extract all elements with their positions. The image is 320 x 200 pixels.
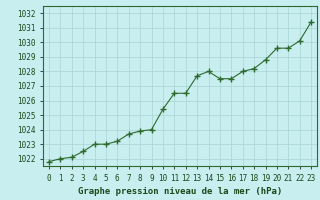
X-axis label: Graphe pression niveau de la mer (hPa): Graphe pression niveau de la mer (hPa) [78,187,282,196]
